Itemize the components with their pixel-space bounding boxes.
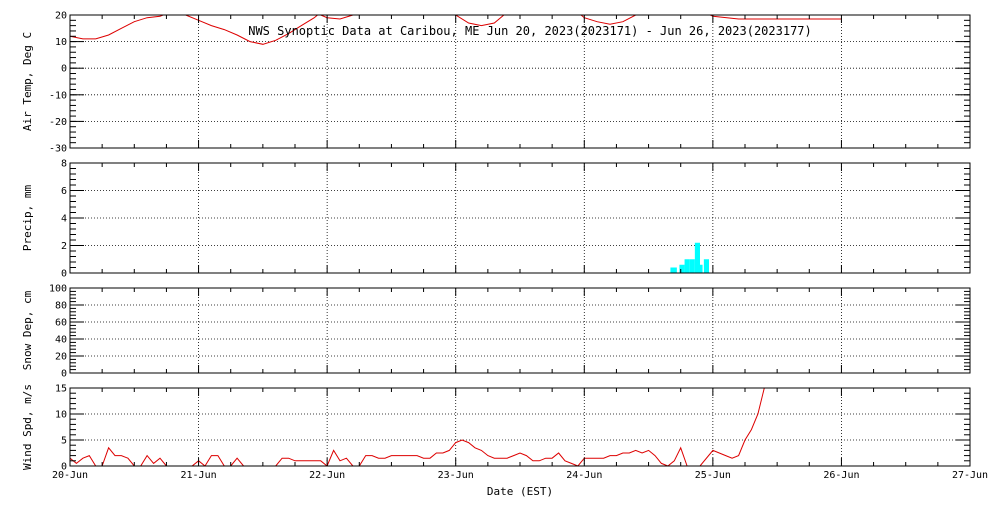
x-axis-label: Date (EST) (487, 485, 553, 498)
snow-y-tick-label: 40 (55, 335, 67, 346)
wind-y-tick-label: 5 (61, 436, 67, 447)
x-tick-label: 23-Jun (438, 470, 474, 481)
frame-layer (69, 14, 971, 467)
x-tick-label: 20-Jun (52, 470, 88, 481)
snow-y-axis-label: Snow Dep, cm (21, 290, 34, 370)
grid-layer (70, 15, 970, 466)
wind-y-axis-label: Wind Spd, m/s (21, 384, 34, 470)
precip-y-tick-label: 0 (61, 269, 67, 280)
x-tick-label: 25-Jun (695, 470, 731, 481)
air-series-line (183, 15, 319, 45)
air-series-line (580, 15, 639, 25)
snow-y-tick-label: 60 (55, 318, 67, 329)
precip-bar (703, 259, 709, 273)
x-tick-label: 24-Jun (566, 470, 602, 481)
air-y-tick-label: -20 (49, 117, 67, 128)
air-y-axis-label: Air Temp, Deg C (21, 32, 34, 131)
air-y-tick-label: 10 (55, 37, 67, 48)
air-y-tick-label: -30 (49, 144, 67, 155)
precip-y-tick-label: 6 (61, 186, 67, 197)
precip-bar (689, 259, 695, 273)
wind-panel-frame (69, 387, 971, 467)
x-tick-label: 26-Jun (823, 470, 859, 481)
air-series-line (709, 15, 842, 20)
data-layer (70, 15, 842, 466)
x-tick-label: 27-Jun (952, 470, 988, 481)
air-series-line (319, 15, 354, 20)
precip-bar (679, 264, 685, 273)
wind-y-tick-label: 0 (61, 462, 67, 473)
wind-y-tick-label: 10 (55, 410, 67, 421)
wind-y-tick-label: 15 (55, 384, 67, 395)
precip-bar (700, 264, 703, 273)
snow-y-tick-label: 80 (55, 301, 67, 312)
precip-y-tick-label: 2 (61, 241, 67, 252)
x-tick-label: 21-Jun (181, 470, 217, 481)
air-y-tick-label: 0 (61, 64, 67, 75)
chart-title: NWS Synoptic Data at Caribou, ME Jun 20,… (248, 24, 812, 38)
precip-y-axis-label: Precip, mm (21, 185, 34, 252)
wind-series-line (70, 388, 765, 466)
air-series-line (455, 15, 505, 27)
snow-y-tick-label: 20 (55, 352, 67, 363)
x-tick-label: 22-Jun (309, 470, 345, 481)
precip-bar (670, 267, 677, 273)
precip-y-tick-label: 4 (61, 214, 67, 225)
air-y-tick-label: -10 (49, 90, 67, 101)
air-y-tick-label: 20 (55, 11, 67, 22)
snow-y-tick-label: 0 (61, 369, 67, 380)
precip-panel-frame (69, 162, 971, 274)
air-panel-frame (69, 14, 971, 149)
precip-bar (694, 242, 700, 273)
precip-bar (684, 259, 690, 273)
snow-panel-frame (69, 287, 971, 374)
snow-y-tick-label: 100 (49, 284, 67, 295)
air-series-line (70, 15, 165, 40)
precip-y-tick-label: 8 (61, 159, 67, 170)
